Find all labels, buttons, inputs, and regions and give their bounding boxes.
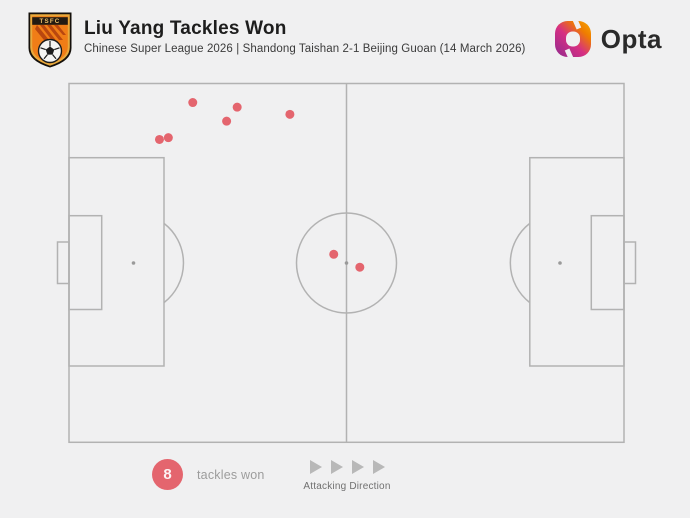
arrow-right-icon: [309, 460, 322, 474]
left-penalty-spot: [131, 261, 136, 265]
arrow-right-icon: [330, 460, 343, 474]
tackle-dots-layer: [154, 98, 365, 272]
right-penalty-spot: [558, 261, 562, 265]
tackle-count-badge: 8: [152, 459, 183, 490]
right-six-yard-box: [590, 214, 625, 311]
left-penalty-arc: [163, 222, 185, 304]
club-badge-shandong-taishan: TSFC: [28, 12, 72, 68]
arrow-right-icon: [351, 460, 364, 474]
tackle-dot: [232, 102, 242, 112]
tackle-dot: [222, 116, 232, 126]
opta-logo-icon: [554, 20, 591, 58]
center-circle: [295, 212, 398, 314]
attacking-direction-label: Attacking Direction: [303, 481, 391, 492]
badge-football: [37, 38, 63, 64]
badge-banner: [32, 17, 68, 25]
attacking-direction-arrows: [287, 460, 407, 474]
tackle-dot: [163, 133, 173, 143]
right-penalty-arc: [509, 222, 531, 304]
opta-wordmark: Opta: [600, 23, 662, 54]
tackle-dot: [329, 249, 339, 259]
left-six-yard-box: [68, 214, 103, 311]
left-goal: [56, 241, 70, 285]
badge-initials: TSFC: [40, 18, 61, 25]
right-goal: [623, 241, 637, 285]
page-subtitle: Chinese Super League 2026 | Shandong Tai…: [84, 43, 526, 55]
left-penalty-area: [68, 156, 165, 367]
attacking-direction: Attacking Direction: [287, 460, 407, 492]
center-spot: [344, 261, 349, 265]
tackle-dot: [154, 134, 164, 144]
arrow-right-icon: [372, 460, 385, 474]
legend-tackles-won: 8 tackles won: [152, 459, 265, 490]
tackle-dot: [188, 98, 198, 108]
header: TSFC Liu Yang Tackles Won Chinese Super …: [0, 0, 690, 80]
tackle-dot: [355, 262, 365, 272]
page-title: Liu Yang Tackles Won: [84, 18, 287, 39]
tackle-dot: [285, 109, 295, 119]
title-block: Liu Yang Tackles Won Chinese Super Leagu…: [84, 17, 526, 55]
right-penalty-area: [529, 156, 625, 367]
opta-brand: Opta: [554, 20, 662, 58]
tackle-count-label: tackles won: [197, 467, 265, 482]
